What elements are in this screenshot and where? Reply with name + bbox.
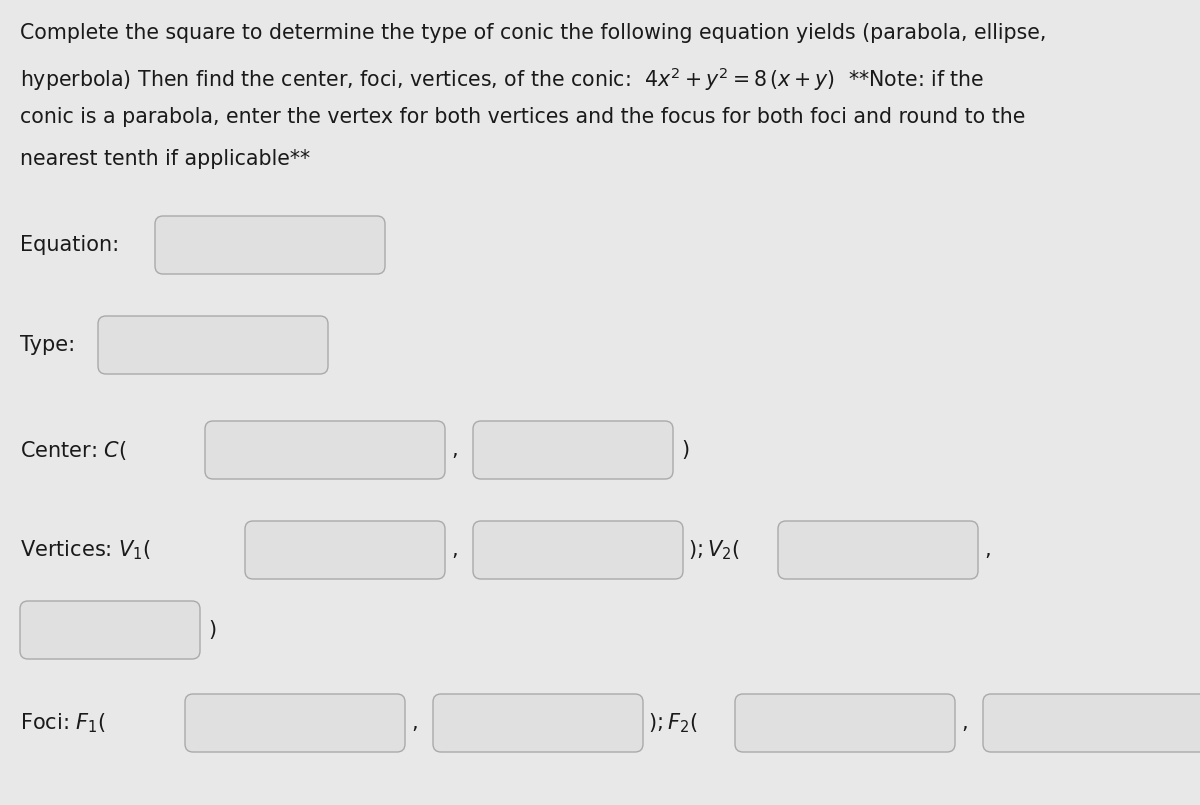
FancyBboxPatch shape [473, 521, 683, 579]
Text: hyperbola) Then find the center, foci, vertices, of the conic:  $4x^2 + y^2 = 8\: hyperbola) Then find the center, foci, v… [20, 65, 984, 93]
Text: Complete the square to determine the type of conic the following equation yields: Complete the square to determine the typ… [20, 23, 1046, 43]
Text: ,: , [984, 540, 991, 560]
Text: conic is a parabola, enter the vertex for both vertices and the focus for both f: conic is a parabola, enter the vertex fo… [20, 107, 1025, 127]
FancyBboxPatch shape [778, 521, 978, 579]
FancyBboxPatch shape [734, 694, 955, 752]
Text: ,: , [412, 713, 418, 733]
Text: nearest tenth if applicable**: nearest tenth if applicable** [20, 149, 310, 169]
Text: $); F_2($: $); F_2($ [648, 711, 697, 735]
FancyBboxPatch shape [185, 694, 406, 752]
FancyBboxPatch shape [983, 694, 1200, 752]
FancyBboxPatch shape [20, 601, 200, 659]
FancyBboxPatch shape [433, 694, 643, 752]
FancyBboxPatch shape [245, 521, 445, 579]
Text: ,: , [451, 440, 457, 460]
Text: Equation:: Equation: [20, 235, 119, 255]
FancyBboxPatch shape [205, 421, 445, 479]
Text: Vertices: $V_1($: Vertices: $V_1($ [20, 539, 151, 562]
Text: Foci: $F_1($: Foci: $F_1($ [20, 711, 106, 735]
Text: ,: , [451, 540, 457, 560]
Text: Center: $C($: Center: $C($ [20, 439, 127, 461]
Text: $); V_2($: $); V_2($ [688, 539, 740, 562]
FancyBboxPatch shape [473, 421, 673, 479]
FancyBboxPatch shape [98, 316, 328, 374]
Text: ): ) [680, 440, 689, 460]
Text: Type:: Type: [20, 335, 76, 355]
Text: ): ) [208, 620, 216, 640]
Text: ,: , [961, 713, 967, 733]
FancyBboxPatch shape [155, 216, 385, 274]
